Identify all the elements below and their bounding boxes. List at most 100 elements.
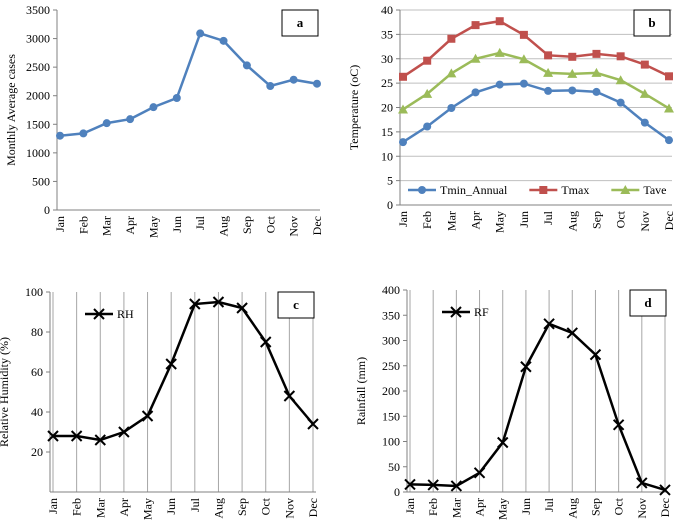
panel-label: d bbox=[644, 295, 652, 310]
x-tick-label: Dec bbox=[306, 498, 320, 517]
x-tick-label: Jun bbox=[519, 498, 533, 515]
x-tick-label: Mar bbox=[93, 498, 107, 518]
data-point bbox=[520, 361, 532, 373]
legend-label: Tave bbox=[643, 183, 666, 197]
y-axis-label: Rainfall (mm) bbox=[354, 357, 368, 425]
x-tick-label: Jan bbox=[53, 216, 67, 232]
x-tick-label: Jun bbox=[517, 211, 531, 228]
data-point bbox=[212, 296, 225, 308]
x-tick-label: Jul bbox=[541, 210, 555, 225]
panel-label: c bbox=[293, 297, 299, 312]
x-tick-label: Jan bbox=[403, 498, 417, 514]
panel-label-box bbox=[281, 9, 319, 37]
data-point bbox=[447, 103, 456, 112]
data-point bbox=[664, 103, 674, 113]
data-point bbox=[568, 86, 577, 95]
series-line bbox=[53, 300, 314, 442]
data-point bbox=[566, 327, 578, 339]
panel-label: a bbox=[297, 15, 304, 30]
data-point bbox=[422, 88, 433, 98]
x-tick-label: Sep bbox=[589, 211, 603, 229]
data-point bbox=[665, 72, 673, 81]
data-point bbox=[567, 68, 578, 78]
x-tick-label: May bbox=[496, 498, 510, 520]
x-tick-label: Aug bbox=[565, 211, 579, 232]
x-tick-label: Nov bbox=[638, 211, 652, 232]
x-tick-label: Aug bbox=[217, 216, 231, 237]
data-point bbox=[518, 54, 529, 64]
x-tick-label: Feb bbox=[70, 498, 84, 516]
data-point bbox=[165, 358, 177, 370]
y-axis-label: Temperature (oC) bbox=[347, 65, 361, 150]
legend-marker bbox=[93, 308, 105, 320]
data-point bbox=[313, 79, 321, 88]
panel-label-box bbox=[633, 9, 671, 37]
x-tick-label: Jun bbox=[164, 498, 178, 515]
data-point bbox=[543, 318, 555, 330]
y-tick-label: 0 bbox=[44, 203, 50, 217]
data-point bbox=[283, 390, 296, 402]
data-point bbox=[126, 115, 135, 124]
legend-label: Tmax bbox=[561, 183, 589, 197]
data-point bbox=[446, 68, 457, 78]
data-point bbox=[219, 36, 228, 45]
data-point bbox=[591, 67, 602, 77]
y-tick-label: 1000 bbox=[26, 146, 50, 160]
data-point bbox=[636, 477, 648, 489]
y-tick-label: 0 bbox=[387, 198, 393, 212]
y-tick-label: 3000 bbox=[26, 32, 50, 46]
data-point bbox=[494, 47, 505, 57]
panel-label: b bbox=[648, 15, 655, 30]
data-point bbox=[543, 67, 554, 77]
y-tick-label: 20 bbox=[381, 101, 393, 115]
y-tick-label: 400 bbox=[382, 283, 400, 297]
x-tick-label: Apr bbox=[123, 216, 137, 235]
x-tick-label: Sep bbox=[240, 216, 254, 234]
data-point bbox=[616, 52, 625, 61]
data-point bbox=[423, 56, 432, 65]
x-tick-label: Jul bbox=[193, 215, 207, 230]
y-tick-label: 20 bbox=[31, 445, 43, 459]
data-point bbox=[616, 98, 625, 107]
data-point bbox=[568, 52, 577, 61]
data-point bbox=[423, 122, 432, 131]
data-point bbox=[470, 53, 481, 63]
series-line bbox=[402, 51, 670, 111]
y-axis-label: Monthly Average cases bbox=[4, 54, 18, 166]
legend-label: Tmin_Annual bbox=[440, 183, 508, 197]
series-line bbox=[402, 82, 670, 144]
y-tick-label: 250 bbox=[382, 359, 400, 373]
data-point bbox=[242, 61, 251, 70]
x-tick-label: Mar bbox=[449, 498, 463, 518]
data-point bbox=[196, 29, 205, 38]
x-tick-label: Apr bbox=[473, 498, 487, 517]
data-point bbox=[544, 51, 553, 60]
y-tick-label: 150 bbox=[382, 409, 400, 423]
data-point bbox=[639, 88, 650, 98]
data-point bbox=[495, 17, 504, 26]
legend-marker bbox=[418, 186, 426, 194]
x-tick-label: Feb bbox=[426, 498, 440, 516]
data-point bbox=[612, 419, 625, 431]
data-point bbox=[266, 82, 275, 90]
data-point bbox=[289, 75, 298, 84]
y-tick-label: 30 bbox=[381, 52, 393, 66]
y-tick-label: 1500 bbox=[26, 117, 50, 131]
data-point bbox=[399, 138, 407, 147]
data-point bbox=[307, 418, 319, 430]
data-point bbox=[640, 60, 649, 69]
series-line bbox=[59, 31, 318, 137]
x-tick-label: Dec bbox=[662, 211, 676, 230]
x-tick-label: Mar bbox=[444, 211, 458, 231]
x-tick-label: Nov bbox=[282, 498, 296, 519]
x-tick-label: Oct bbox=[259, 497, 273, 515]
x-tick-label: Feb bbox=[420, 211, 434, 229]
data-point bbox=[149, 103, 158, 112]
x-tick-label: Dec bbox=[658, 498, 672, 517]
x-tick-label: Nov bbox=[287, 216, 301, 237]
x-tick-label: Oct bbox=[263, 215, 277, 233]
y-tick-label: 2500 bbox=[26, 60, 50, 74]
x-tick-label: Apr bbox=[117, 498, 131, 517]
y-tick-label: 15 bbox=[381, 125, 393, 139]
